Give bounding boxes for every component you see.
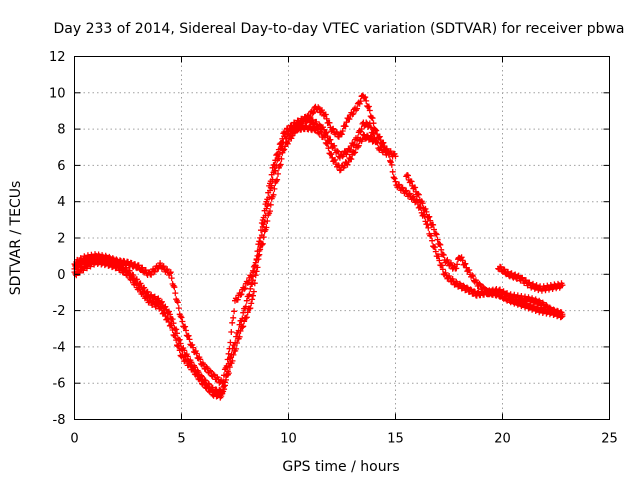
series-track-b xyxy=(71,113,566,401)
x-tick-label: 10 xyxy=(280,432,297,447)
series-markers xyxy=(495,263,566,294)
series-markers xyxy=(403,172,566,321)
y-tick-label: -2 xyxy=(53,304,66,319)
y-axis-label: SDTVAR / TECUs xyxy=(8,181,24,296)
series-track-d xyxy=(403,172,566,321)
x-tick-label: 5 xyxy=(177,432,185,447)
chart-title: Day 233 of 2014, Sidereal Day-to-day VTE… xyxy=(53,21,624,37)
y-tick-label: 2 xyxy=(57,232,65,247)
x-tick-label: 25 xyxy=(601,432,618,447)
data-layer xyxy=(71,92,566,401)
x-axis-label: GPS time / hours xyxy=(282,459,399,475)
x-tick-label: 0 xyxy=(70,432,78,447)
y-tick-label: -6 xyxy=(53,377,66,392)
y-tick-label: 12 xyxy=(49,50,66,65)
y-tick-label: 0 xyxy=(57,268,65,283)
y-tick-label: 10 xyxy=(49,86,66,101)
y-tick-label: 8 xyxy=(57,123,65,138)
y-tick-label: -4 xyxy=(53,340,66,355)
axis-layer: 0 5 10 15 20 25 -8 -6 -4 -2 0 2 4 6 8 10 12 xyxy=(49,50,618,447)
y-tick-label: 6 xyxy=(57,159,65,174)
grid-layer xyxy=(74,56,610,420)
x-tick-label: 20 xyxy=(494,432,511,447)
y-tick-label: 4 xyxy=(57,195,65,210)
x-tick-label: 15 xyxy=(387,432,404,447)
y-tick-label: -8 xyxy=(53,413,66,428)
series-track-e xyxy=(495,263,566,294)
series-markers xyxy=(71,113,566,401)
